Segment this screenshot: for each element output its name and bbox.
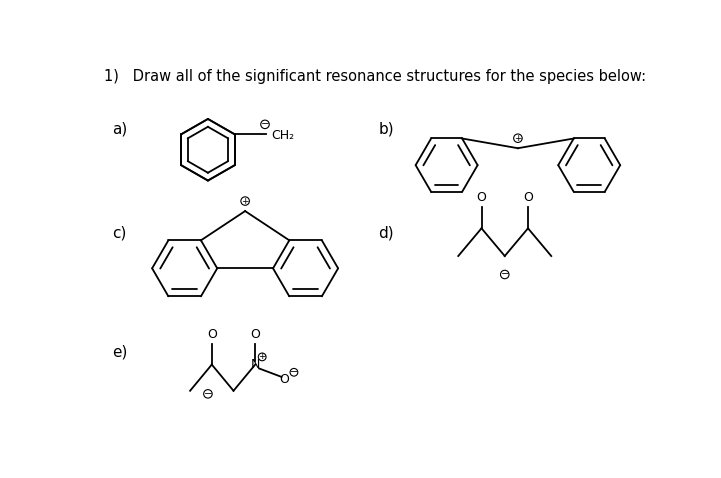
Text: 1)   Draw all of the significant resonance structures for the species below:: 1) Draw all of the significant resonance…: [104, 69, 646, 84]
Text: −: −: [203, 389, 212, 399]
Text: CH₂: CH₂: [271, 130, 294, 142]
Text: +: +: [258, 352, 266, 361]
Text: −: −: [260, 120, 270, 130]
Text: e): e): [112, 345, 127, 360]
Text: d): d): [379, 226, 394, 240]
Text: a): a): [112, 121, 127, 137]
Text: b): b): [379, 121, 394, 137]
Text: c): c): [112, 226, 126, 240]
Text: O: O: [280, 373, 290, 387]
Text: +: +: [242, 196, 249, 206]
Text: +: +: [514, 134, 522, 143]
Text: −: −: [290, 367, 298, 377]
Text: N: N: [250, 358, 260, 371]
Text: O: O: [207, 328, 217, 341]
Text: O: O: [250, 328, 260, 341]
Text: O: O: [523, 191, 533, 204]
Text: −: −: [500, 270, 509, 280]
Text: O: O: [477, 191, 487, 204]
